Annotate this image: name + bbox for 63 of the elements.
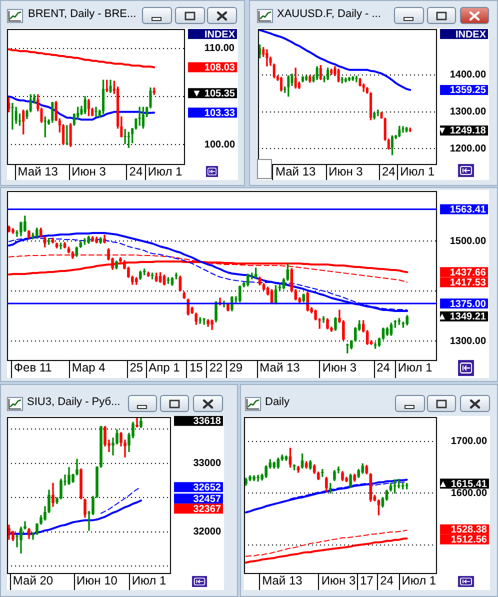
- y2-tick-label: 1437.66: [450, 267, 486, 278]
- y-tick-label: 100.00: [204, 139, 236, 150]
- y2-tick-label: ▲ 1349.21: [437, 312, 486, 323]
- chart-title: BRENT, Daily - BRE...: [28, 8, 136, 22]
- y2-tick-label: 108.03: [204, 62, 236, 74]
- chart-title: XAUUSD.F, Daily - ...: [277, 8, 381, 22]
- y2-tick-label: 1528.38: [450, 524, 488, 536]
- x-tick-label: Июн 3: [72, 164, 106, 179]
- y-axis-title: INDEX: [455, 29, 486, 40]
- x-tick-label: 29: [229, 360, 243, 375]
- x-tick-label: Июл 1: [148, 164, 183, 179]
- x-tick-label: Июн 3: [322, 360, 357, 375]
- y2-tick-label: 32457: [193, 494, 222, 505]
- x-tick-label: 24: [129, 164, 143, 179]
- x-tick-label: Июн 3: [328, 164, 364, 179]
- x-tick-label: 25: [130, 360, 144, 375]
- x-tick-label: 24: [382, 164, 396, 179]
- x-tick-label: Май 20: [12, 574, 54, 588]
- y-tick-label: 1300.00: [450, 336, 486, 347]
- x-tick-label: Июн 3: [321, 574, 356, 588]
- x-tick-label: Июл 1: [400, 164, 435, 179]
- y-axis-title: INDEX: [204, 29, 236, 40]
- y2-tick-label: 1417.53: [450, 277, 486, 288]
- y-tick-label: 1500.00: [450, 236, 486, 247]
- x-tick-label: Июл 1: [402, 574, 436, 588]
- x-tick-label: Май 13: [18, 164, 58, 179]
- x-tick-label: Май 13: [262, 574, 303, 588]
- y2-tick-label: ▲ 1615.41: [438, 478, 488, 490]
- x-tick-label: Июл 1: [132, 574, 167, 588]
- line-series: [100, 486, 142, 514]
- y-tick-label: 1600.00: [450, 488, 488, 499]
- x-tick-label: 17: [360, 574, 374, 588]
- chart-title: Daily: [265, 396, 290, 410]
- y2-tick-label: 33618: [193, 416, 222, 428]
- y2-tick-label: 32367: [193, 504, 222, 515]
- y-tick-label: 1400.00: [450, 70, 486, 81]
- x-tick-label: Мар 4: [72, 360, 106, 375]
- x-tick-label: 24: [376, 360, 390, 375]
- y2-tick-label: 1359.25: [450, 85, 486, 96]
- y-tick-label: 33000: [193, 458, 222, 470]
- x-tick-label: 22: [209, 360, 224, 375]
- y-tick-label: 1200.00: [450, 143, 486, 154]
- y2-tick-label: 32652: [193, 482, 222, 494]
- y2-tick-label: ▼ 1249.18: [437, 126, 486, 137]
- y-tick-label: 32000: [193, 526, 222, 538]
- line-series: [246, 530, 408, 557]
- x-tick-label: 15: [189, 360, 204, 375]
- x-tick-label: Май 13: [260, 360, 300, 375]
- chart-title: SIU3, Daily - Руб...: [27, 396, 120, 410]
- y2-tick-label: 103.33: [204, 108, 236, 119]
- y-tick-label: 110.00: [204, 43, 235, 54]
- y2-tick-label: ▼ 105.35: [192, 88, 236, 100]
- x-tick-label: 24: [380, 574, 394, 588]
- y-tick-label: 1700.00: [450, 436, 488, 448]
- x-tick-label: Май 13: [275, 164, 316, 179]
- y2-tick-label: 1512.56: [450, 534, 488, 546]
- x-tick-label: Июл 1: [398, 360, 433, 375]
- x-tick-label: Июн 10: [76, 574, 118, 588]
- ref-line-label: 1563.41: [450, 204, 486, 216]
- ref-line-label: 1375.00: [450, 298, 486, 310]
- y-tick-label: 1300.00: [450, 106, 486, 118]
- x-tick-label: Апр 1: [148, 360, 180, 375]
- x-tick-label: Фев 11: [14, 360, 52, 375]
